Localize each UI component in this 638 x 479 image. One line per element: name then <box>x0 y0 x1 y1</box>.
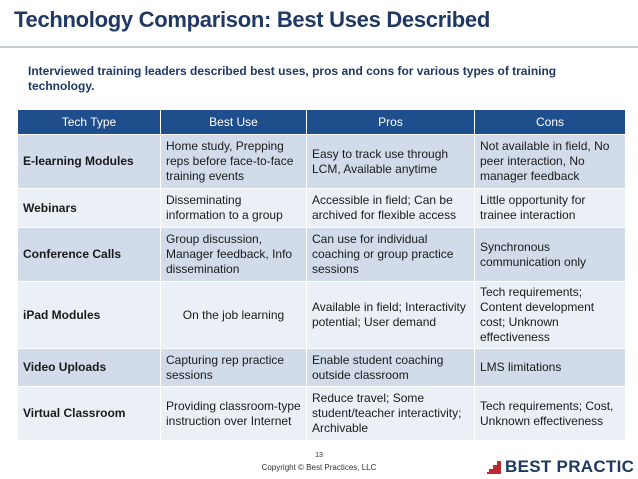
pros-cell: Easy to track use through LCM, Available… <box>306 134 475 189</box>
intro-text: Interviewed training leaders described b… <box>28 64 557 93</box>
pros-cell: Can use for individual coaching or group… <box>306 227 475 282</box>
cons-cell: Not available in field, No peer interact… <box>474 134 626 189</box>
tech-type-cell: Conference Calls <box>17 227 161 282</box>
page-number: 13 <box>315 452 323 459</box>
table-row: Webinars Disseminating information to a … <box>17 188 626 228</box>
cons-cell: Synchronous communication only <box>474 227 626 282</box>
tech-type-cell: Virtual Classroom <box>17 386 161 441</box>
best-use-cell: Group discussion, Manager feedback, Info… <box>160 227 307 282</box>
table-row: Virtual Classroom Providing classroom-ty… <box>17 386 626 441</box>
table-header-row: Tech Type Best Use Pros Cons <box>17 109 626 135</box>
header-tech-type: Tech Type <box>17 109 161 135</box>
pros-cell: Available in field; Interactivity potent… <box>306 281 475 349</box>
pros-cell: Enable student coaching outside classroo… <box>306 348 475 387</box>
cons-cell: Tech requirements; Content development c… <box>474 281 626 349</box>
cons-cell: Little opportunity for trainee interacti… <box>474 188 626 228</box>
best-use-cell: Disseminating information to a group <box>160 188 307 228</box>
cons-cell: LMS limitations <box>474 348 626 387</box>
table-row: Video Uploads Capturing rep practice ses… <box>17 348 626 387</box>
title-divider <box>0 46 638 48</box>
header-pros: Pros <box>306 109 475 135</box>
tech-type-cell: iPad Modules <box>17 281 161 349</box>
header-cons: Cons <box>474 109 626 135</box>
best-use-cell: On the job learning <box>160 281 307 349</box>
comparison-table: Tech Type Best Use Pros Cons E-learning … <box>17 109 626 441</box>
header-best-use: Best Use <box>160 109 307 135</box>
best-use-cell: Providing classroom-type instruction ove… <box>160 386 307 441</box>
best-use-cell: Home study, Prepping reps before face-to… <box>160 134 307 189</box>
copyright-notice: Copyright © Best Practices, LLC <box>261 463 377 472</box>
table-row: iPad Modules On the job learning Availab… <box>17 281 626 349</box>
tech-type-cell: Webinars <box>17 188 161 228</box>
table-row: Conference Calls Group discussion, Manag… <box>17 227 626 282</box>
tech-type-cell: Video Uploads <box>17 348 161 387</box>
cons-cell: Tech requirements; Cost, Unknown effecti… <box>474 386 626 441</box>
pros-cell: Reduce travel; Some student/teacher inte… <box>306 386 475 441</box>
company-logo: BEST PRACTIC <box>486 456 638 478</box>
pros-cell: Accessible in field; Can be archived for… <box>306 188 475 228</box>
stair-step-logo-icon <box>487 461 501 474</box>
table-row: E-learning Modules Home study, Prepping … <box>17 134 626 189</box>
tech-type-cell: E-learning Modules <box>17 134 161 189</box>
best-use-cell: Capturing rep practice sessions <box>160 348 307 387</box>
slide-title: Technology Comparison: Best Uses Describ… <box>14 7 490 32</box>
logo-text: BEST PRACTIC <box>505 457 635 476</box>
